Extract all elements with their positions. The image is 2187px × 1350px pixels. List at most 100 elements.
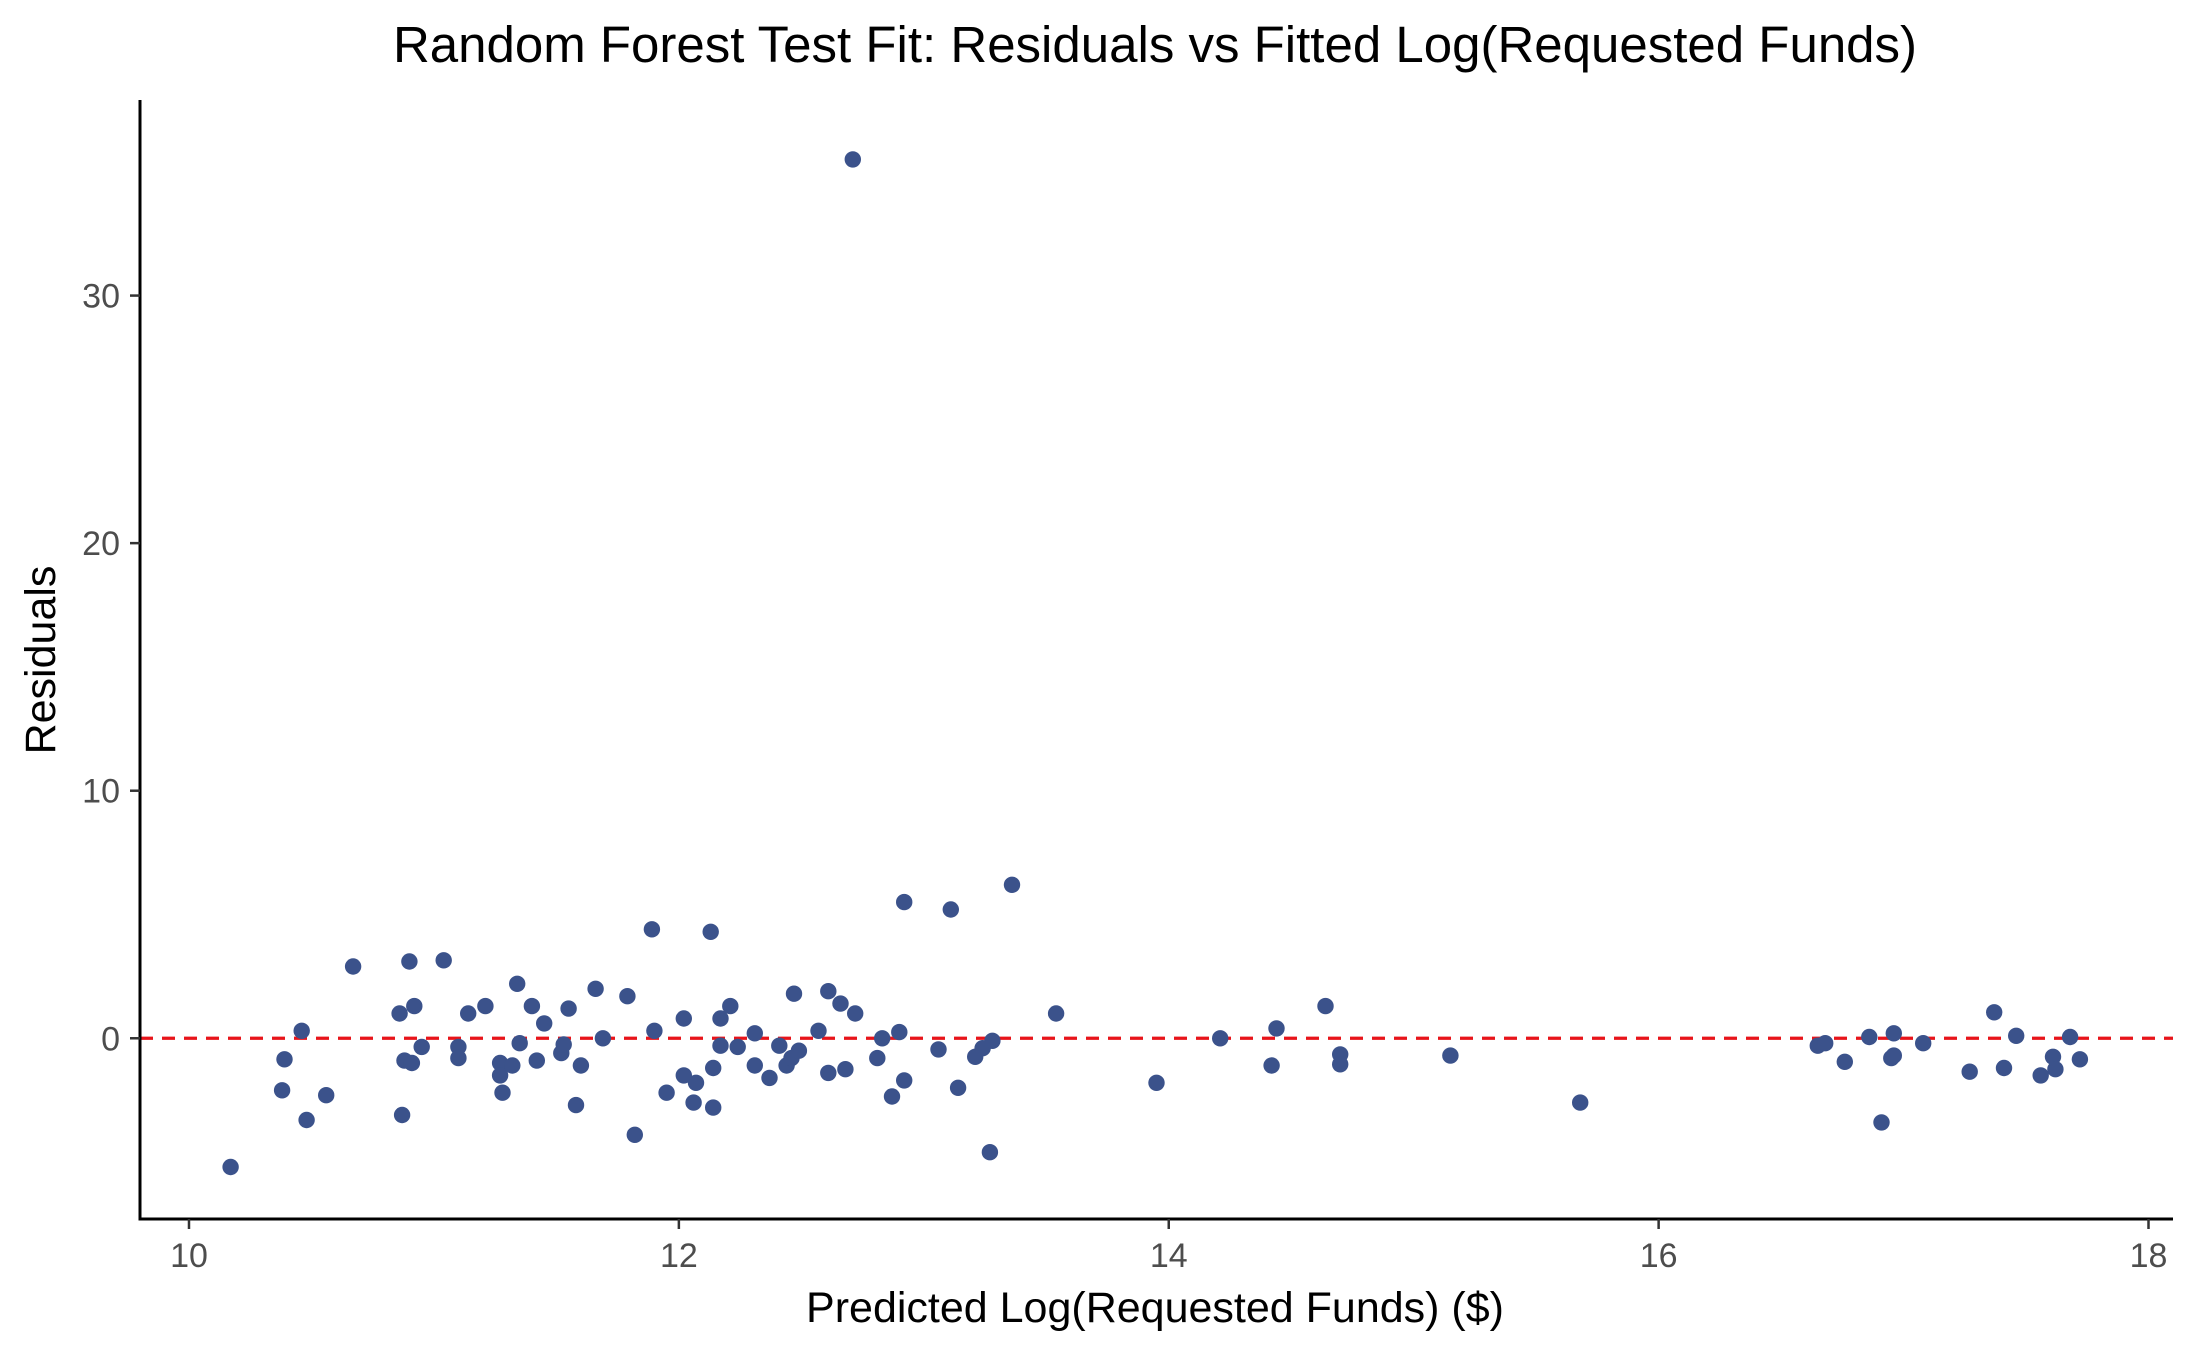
data-point [942,901,959,918]
data-point [222,1158,239,1176]
data-point [1836,1053,1854,1071]
data-point [1442,1047,1459,1064]
data-point [2047,1061,2064,1078]
data-point [1961,1063,1978,1080]
data-point [1003,876,1021,893]
data-point [393,1106,411,1124]
y-axis-title: Residuals [17,566,65,755]
data-point [712,1037,729,1054]
data-point [832,995,849,1012]
data-point [820,1064,837,1082]
data-point [810,1022,827,1039]
y-tick-label: 20 [82,525,120,563]
data-point [746,1057,763,1074]
x-axis-ticks: 10 12 14 16 18 [170,1219,2167,1275]
data-point [646,1022,663,1039]
data-point [2044,1048,2062,1066]
data-point [293,1022,310,1039]
data-point [435,952,452,969]
data-point [705,1099,722,1116]
data-point [1212,1030,1229,1047]
data-point [820,983,837,1000]
data-point [391,1005,408,1022]
data-point [658,1084,675,1101]
data-point [930,1041,947,1058]
data-point [1885,1025,1903,1042]
y-tick-label: 10 [82,773,120,811]
data-point [746,1025,763,1042]
data-point [509,975,526,992]
data-point [1268,1020,1285,1037]
x-tick-label: 10 [170,1237,208,1275]
data-point [587,980,604,997]
data-point [675,1067,692,1084]
data-point [1317,997,1334,1015]
data-point [276,1051,293,1068]
data-point [477,997,494,1015]
data-point [344,958,362,975]
data-point [722,997,739,1015]
data-point [687,1074,705,1092]
data-point [523,997,541,1015]
data-point [675,1010,692,1027]
data-point [896,893,913,911]
data-point [891,1023,908,1041]
data-point [2032,1067,2049,1084]
data-point [511,1035,528,1052]
data-point [619,988,636,1005]
data-point [896,1072,913,1089]
y-tick-label: 0 [101,1020,120,1058]
data-point [785,985,803,1002]
data-point [626,1126,643,1144]
plot-area [140,151,2173,1176]
data-point [883,1088,901,1105]
data-point [712,1010,729,1027]
data-point [572,1057,590,1074]
data-point [984,1032,1001,1050]
data-point [705,1059,722,1077]
data-point [413,1038,430,1056]
data-point [869,1049,886,1067]
data-point [406,997,423,1015]
data-point [2008,1027,2025,1045]
data-point [1915,1035,1932,1052]
data-point [729,1038,746,1056]
data-point [1986,1004,2003,1021]
data-point [491,1054,509,1072]
data-point [837,1061,854,1078]
y-axis-ticks: 0 10 20 30 [82,278,140,1058]
data-point [298,1111,315,1129]
data-point [536,1015,553,1032]
data-point [643,921,661,938]
data-point [1572,1094,1589,1111]
data-point [1263,1057,1280,1074]
data-point [1148,1074,1165,1092]
data-point [1332,1056,1349,1073]
data-point [790,1042,808,1059]
x-tick-label: 18 [2130,1237,2168,1275]
data-point [318,1087,335,1104]
data-point [761,1069,778,1087]
data-point [273,1082,291,1099]
data-point [491,1067,509,1084]
data-point [1047,1005,1065,1022]
data-point [685,1094,702,1111]
data-point [2071,1051,2089,1068]
data-point [555,1036,572,1053]
data-point [567,1096,585,1114]
data-point [702,923,719,940]
data-point [1885,1047,1903,1064]
data-point [528,1052,545,1069]
data-point [560,1000,577,1017]
data-point [594,1030,612,1047]
chart-title: Random Forest Test Fit: Residuals vs Fit… [393,16,1917,73]
data-point [1995,1059,2013,1077]
data-point [401,953,418,970]
x-tick-label: 16 [1640,1237,1678,1275]
data-point [981,1144,999,1161]
data-point [949,1079,967,1097]
data-point [450,1049,467,1067]
data-point [847,1005,864,1022]
data-point [494,1084,511,1101]
